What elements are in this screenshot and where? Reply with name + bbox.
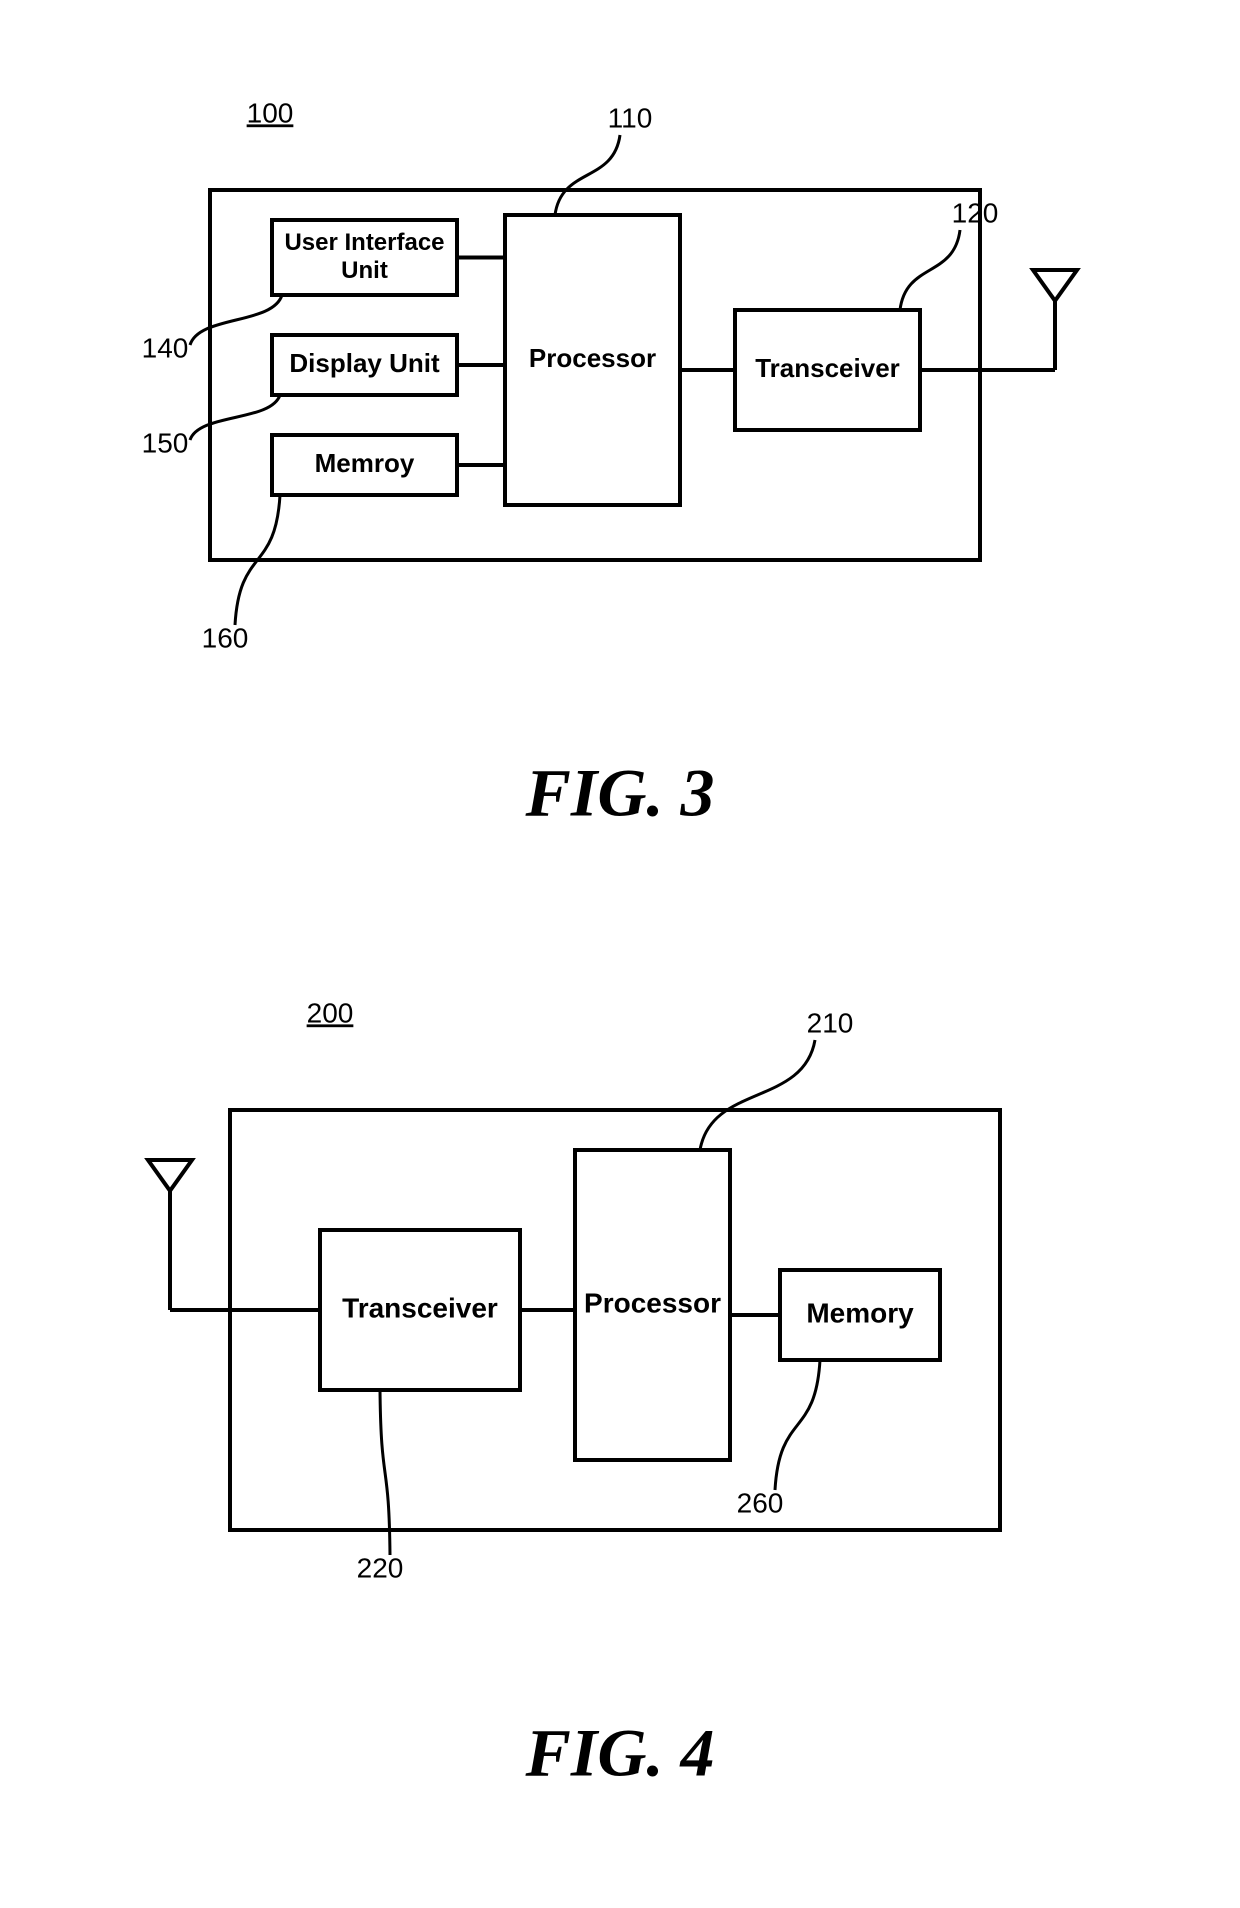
- fig3-memory-label: Memroy: [315, 448, 415, 478]
- fig4-transceiver-label: Transceiver: [342, 1292, 498, 1323]
- fig3-caption: FIG. 3: [525, 755, 715, 831]
- fig4-ref-200: 200: [307, 997, 354, 1028]
- fig4-ref-260: 260: [737, 1487, 784, 1518]
- fig3-ref-100: 100: [247, 97, 294, 128]
- fig3-processor-label: Processor: [529, 343, 656, 373]
- fig3-ref-140: 140: [142, 332, 189, 363]
- fig3-ui-unit-label-line1: User Interface: [284, 229, 444, 256]
- fig4-processor-label: Processor: [584, 1287, 721, 1318]
- fig3-ref-160: 160: [202, 622, 249, 653]
- fig3-ref-110: 110: [608, 102, 653, 133]
- fig4-caption: FIG. 4: [525, 1715, 715, 1791]
- fig3-transceiver-label: Transceiver: [755, 353, 900, 383]
- fig4-ref-210: 210: [807, 1007, 854, 1038]
- fig4-memory-label: Memory: [806, 1297, 914, 1328]
- fig3-ref-120: 120: [952, 197, 999, 228]
- fig3-display-unit-label: Display Unit: [289, 348, 440, 378]
- fig3-ui-unit-label-line2: Unit: [341, 257, 388, 284]
- fig4-ref-220: 220: [357, 1552, 404, 1583]
- fig3-ref-150: 150: [142, 427, 189, 458]
